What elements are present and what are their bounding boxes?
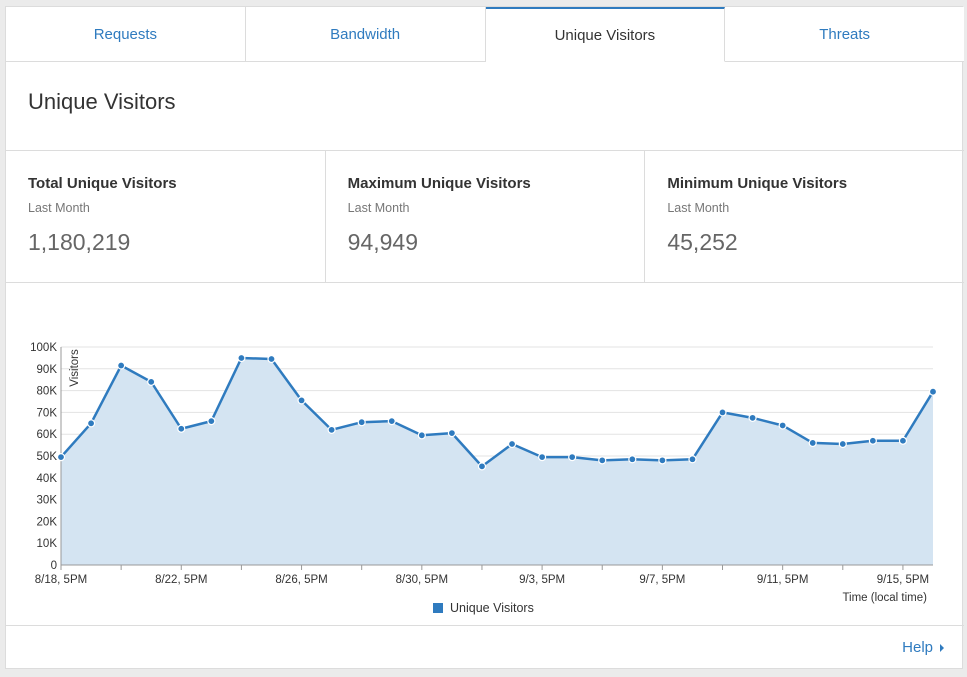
data-point: [117, 361, 126, 370]
data-point: [387, 417, 396, 426]
help-label: Help: [902, 639, 933, 656]
stat-label: Maximum Unique Visitors: [347, 175, 531, 192]
x-tick-label: 8/26, 5PM: [275, 574, 327, 586]
y-tick-label: 50K: [37, 451, 58, 463]
stat-value: 94,949: [347, 229, 419, 255]
stat-period: Last Month: [28, 201, 90, 215]
data-point: [568, 452, 577, 462]
chart-svg: 0 10K 20K 30K 40K 50K 60K 70K 80K 90K 100K 8/18, 5P…: [30, 342, 938, 604]
data-point: [417, 431, 426, 440]
visitors-chart: 0 10K 20K 30K 40K 50K 60K 70K 80K 90K 100K 8/18, 5P…: [6, 283, 964, 625]
series-area: [61, 358, 933, 565]
data-point: [838, 439, 847, 449]
y-tick-label: 100K: [30, 342, 57, 354]
stat-label: Total Unique Visitors: [28, 175, 177, 192]
data-point: [177, 424, 186, 433]
data-point: [267, 354, 276, 364]
tab-threats[interactable]: Threats: [725, 7, 964, 62]
data-point: [688, 455, 697, 464]
y-axis-title: Visitors: [69, 349, 81, 387]
data-point: [778, 421, 787, 430]
tab-bar: Requests Bandwidth Unique Visitors Threa…: [6, 7, 964, 62]
data-point: [327, 425, 336, 434]
data-point: [658, 456, 667, 465]
data-point: [808, 438, 817, 448]
x-tick-label: 8/30, 5PM: [396, 574, 448, 586]
x-axis-title: Time (local time): [842, 592, 927, 604]
data-point: [237, 353, 246, 363]
y-tick-label: 0: [51, 560, 57, 572]
y-tick-label: 80K: [37, 386, 58, 398]
stat-period: Last Month: [347, 201, 410, 215]
x-tick-label: 9/3, 5PM: [519, 574, 565, 586]
data-point: [898, 436, 908, 445]
data-point: [748, 413, 757, 422]
x-tick-label: 8/22, 5PM: [155, 574, 207, 586]
y-tick-label: 90K: [37, 364, 58, 376]
y-tick-label: 20K: [37, 516, 58, 528]
tab-unique-visitors[interactable]: Unique Visitors: [485, 7, 726, 62]
data-point: [538, 452, 547, 462]
data-point: [598, 456, 607, 465]
legend-swatch: [433, 603, 443, 613]
y-tick-label: 70K: [37, 407, 58, 419]
analytics-panel: Requests Bandwidth Unique Visitors Threa…: [5, 6, 964, 669]
data-point: [928, 387, 938, 396]
data-point: [357, 418, 366, 427]
stat-value: 1,180,219: [28, 229, 131, 255]
page-title: Unique Visitors: [28, 89, 176, 114]
data-point: [86, 419, 96, 428]
chart-legend[interactable]: Unique Visitors: [433, 601, 534, 615]
x-tick-label: 9/15, 5PM: [877, 574, 929, 586]
x-tick-label: 9/11, 5PM: [757, 574, 809, 586]
data-point: [56, 452, 66, 462]
data-point: [447, 429, 456, 438]
series-line: [60, 356, 935, 468]
data-point: [718, 408, 727, 417]
panel-footer: Help: [6, 625, 964, 669]
stats-row: Total Unique Visitors Last Month 1,180,2…: [6, 151, 964, 283]
y-tick-label: 60K: [37, 429, 58, 441]
x-tick-label: 9/7, 5PM: [639, 574, 685, 586]
help-link[interactable]: Help: [902, 639, 944, 656]
legend-label: Unique Visitors: [450, 601, 534, 615]
stat-maximum: Maximum Unique Visitors Last Month 94,94…: [326, 151, 646, 282]
data-point: [297, 396, 306, 405]
data-point: [628, 455, 637, 464]
y-tick-label: 30K: [37, 495, 58, 507]
y-tick-label: 10K: [37, 538, 58, 550]
stat-minimum: Minimum Unique Visitors Last Month 45,25…: [645, 151, 964, 282]
tab-requests[interactable]: Requests: [6, 7, 246, 62]
stat-value: 45,252: [667, 229, 738, 255]
stat-label: Minimum Unique Visitors: [667, 175, 848, 192]
data-point: [207, 417, 216, 426]
tab-bandwidth[interactable]: Bandwidth: [245, 7, 486, 62]
stat-period: Last Month: [667, 201, 730, 215]
data-point: [147, 377, 156, 386]
x-tick-label: 8/18, 5PM: [35, 574, 87, 586]
y-tick-label: 40K: [37, 473, 58, 485]
data-point: [507, 439, 517, 449]
caret-right-icon: [940, 643, 944, 652]
stat-total: Total Unique Visitors Last Month 1,180,2…: [6, 151, 326, 282]
data-point: [868, 436, 877, 445]
data-point: [477, 462, 487, 471]
title-section: Unique Visitors: [6, 62, 964, 151]
